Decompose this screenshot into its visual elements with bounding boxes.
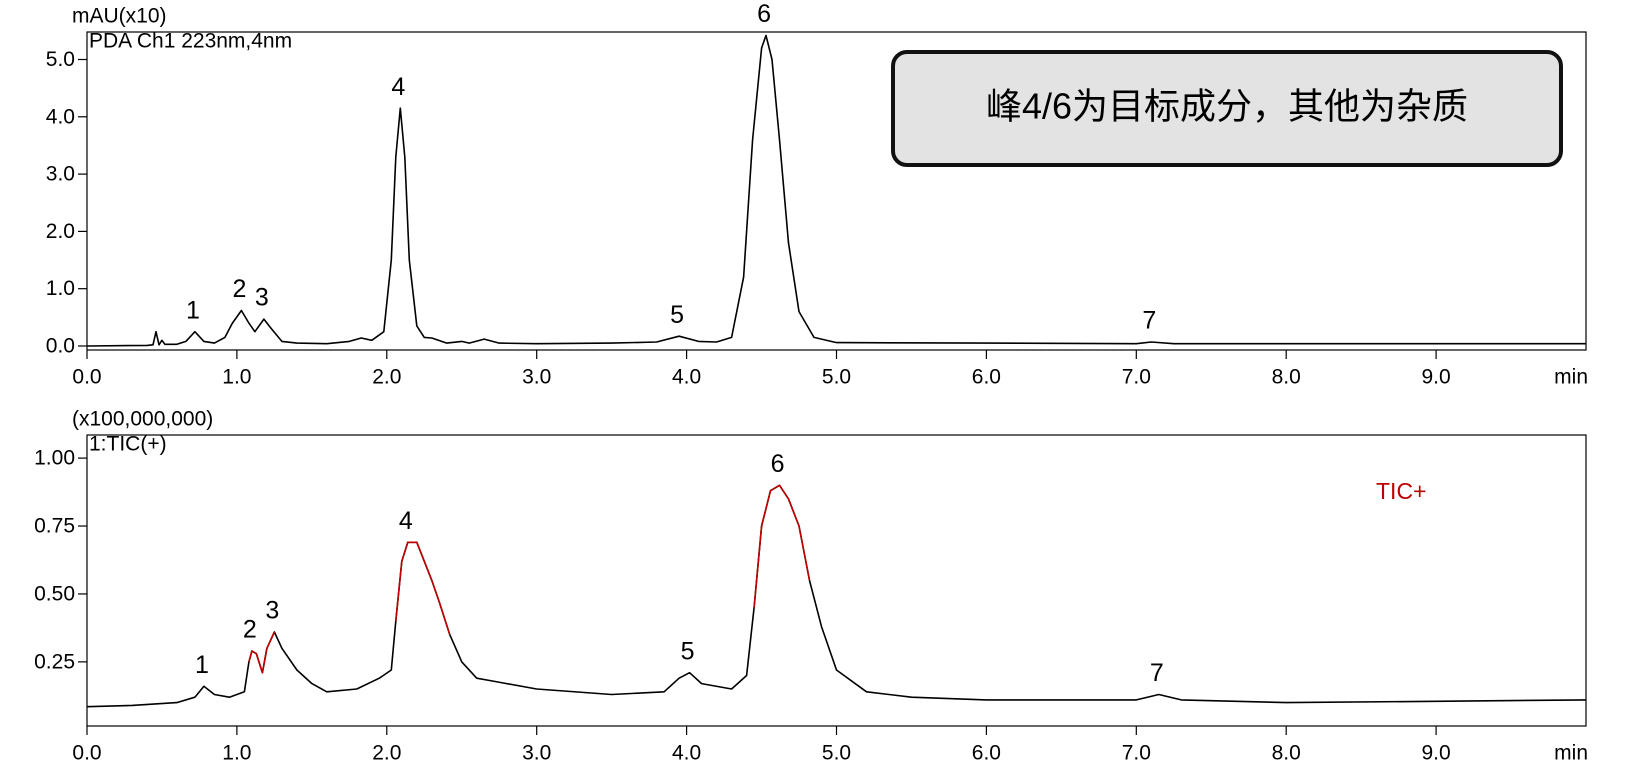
x-tick-label: 0.0 [72,366,101,389]
x-axis-unit: min [1554,742,1588,765]
peak-label: 3 [265,597,279,625]
y-tick-label: 1.0 [46,277,75,300]
peak-label: 7 [1150,659,1164,687]
y-axis-unit: mAU(x10) [72,5,167,28]
y-tick-label: 0.75 [34,515,75,538]
y-tick-label: 5.0 [46,48,75,71]
peak-label: 6 [757,0,771,28]
x-tick-label: 7.0 [1122,742,1151,765]
x-tick-label: 2.0 [372,366,401,389]
peak-label: 2 [232,275,246,303]
peak-label: 5 [681,637,695,665]
peak-label: 6 [771,450,785,478]
x-tick-label: 8.0 [1272,742,1301,765]
peak-label: 2 [243,616,257,644]
peak-label: 3 [255,284,269,312]
trace-line [86,484,1587,708]
x-tick-label: 6.0 [972,742,1001,765]
x-tick-label: 3.0 [522,742,551,765]
y-tick-label: 3.0 [46,163,75,186]
channel-label: PDA Ch1 223nm,4nm [89,30,292,53]
peak-label: 4 [399,507,413,535]
legend-label: TIC+ [1376,478,1426,504]
peak-label: 7 [1142,307,1156,335]
y-tick-label: 0.0 [46,335,75,358]
x-tick-label: 6.0 [972,366,1001,389]
x-axis-unit: min [1554,366,1588,389]
plot-frame [86,434,1587,727]
peak-label: 4 [391,73,405,101]
y-tick-label: 1.00 [34,447,75,470]
channel-label: 1:TIC(+) [89,433,167,456]
x-tick-label: 5.0 [822,366,851,389]
y-tick-label: 0.50 [34,582,75,605]
annotation-text: 峰4/6为目标成分，其他为杂质 [986,86,1468,127]
x-tick-label: 2.0 [372,742,401,765]
y-tick-label: 0.25 [34,650,75,673]
y-tick-label: 4.0 [46,105,75,128]
y-tick-label: 2.0 [46,220,75,243]
x-tick-label: 0.0 [72,742,101,765]
x-tick-label: 1.0 [222,742,251,765]
x-tick-label: 7.0 [1122,366,1151,389]
x-tick-label: 9.0 [1421,366,1450,389]
y-axis-unit: (x100,000,000) [72,408,213,431]
x-tick-label: 4.0 [672,742,701,765]
x-tick-label: 8.0 [1272,366,1301,389]
trace-line [86,34,1586,347]
x-tick-label: 1.0 [222,366,251,389]
x-tick-label: 9.0 [1421,742,1450,765]
x-tick-label: 5.0 [822,742,851,765]
annotation-box [891,50,1563,167]
x-tick-label: 4.0 [672,366,701,389]
peak-label: 1 [195,651,209,679]
peak-label: 5 [670,301,684,329]
peak-label: 1 [186,296,200,324]
x-tick-label: 3.0 [522,366,551,389]
trace-line [248,484,811,674]
